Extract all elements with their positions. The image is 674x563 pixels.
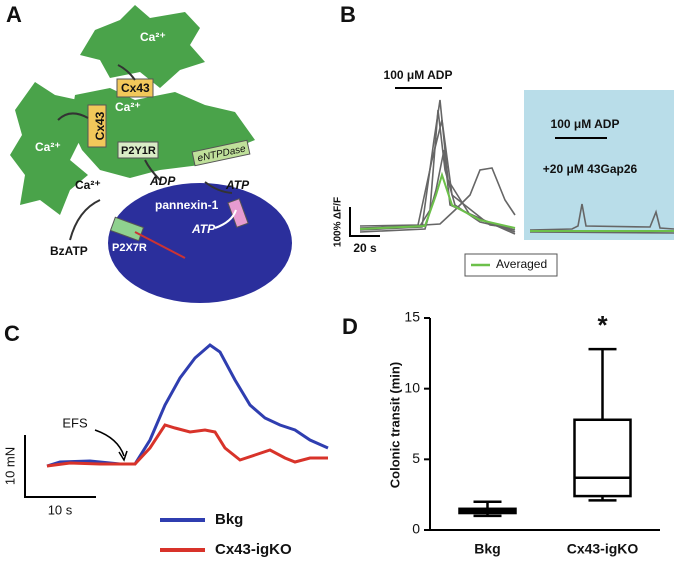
trace: [46, 423, 328, 468]
label: Ca²⁺: [35, 140, 61, 154]
average-trace: [359, 171, 516, 230]
label: Ca²⁺: [115, 100, 141, 114]
annotation: *: [597, 310, 608, 340]
label: Ca²⁺: [75, 178, 101, 192]
label: EFS: [62, 415, 88, 430]
legend-label: Cx43-igKO: [215, 541, 292, 558]
cell: [80, 5, 205, 88]
arrow: [204, 181, 233, 194]
cell: [10, 82, 88, 215]
scale-label: 10 s: [48, 502, 73, 517]
label: ATP: [225, 178, 250, 192]
arrow: [144, 159, 161, 181]
label: P2Y1R: [121, 145, 156, 157]
box: [573, 418, 632, 498]
label: pannexin-1: [155, 198, 219, 212]
arrow: [69, 199, 101, 241]
legend: [464, 253, 558, 277]
trace: [46, 343, 329, 468]
scale-label: 100% ΔF/F: [333, 197, 344, 247]
cleft: [134, 231, 186, 259]
axis-label: Colonic transit (min): [387, 362, 402, 488]
arrow: [214, 209, 237, 229]
label: Ca²⁺: [140, 30, 166, 44]
inset-background: [524, 90, 674, 240]
trace: [529, 203, 674, 231]
label: P2X7R: [112, 242, 147, 254]
legend: Bkg Cx43-igKO: [160, 511, 292, 558]
y-tick-label: 10: [404, 379, 420, 395]
label: 100 μM ADP: [384, 68, 453, 82]
label: ATP: [191, 222, 216, 236]
enzyme: [191, 139, 251, 167]
trace: [359, 99, 516, 233]
legend-label: Averaged: [496, 257, 547, 271]
legend-label: Bkg: [215, 511, 243, 528]
arrow-head: [118, 450, 128, 462]
panel-c: EFS 10 mN 10 s Bkg Cx43-igKO: [2, 343, 329, 558]
panel-label: A: [6, 2, 22, 27]
label: BzATP: [50, 244, 88, 258]
arrow: [57, 112, 89, 121]
label: 100 μM ADP: [551, 117, 620, 131]
panel-b: 100 μM ADP 100% ΔF/F 20 s 100 μM ADP +20…: [333, 68, 674, 277]
trace: [529, 231, 674, 234]
traces: [359, 99, 516, 235]
arrow: [117, 64, 136, 81]
y-tick-label: 15: [404, 309, 420, 325]
x-tick-label: Cx43-igKO: [567, 541, 639, 557]
receptor: [117, 141, 159, 159]
box-chart: Colonic transit (min) 0 5 10 15 Bkg Cx43-igKO…: [387, 309, 660, 557]
nucleus-cell: [108, 183, 292, 303]
panel-label: C: [4, 321, 20, 346]
panel-label: D: [342, 314, 358, 339]
scale-label: 20 s: [353, 241, 377, 255]
panel-label: B: [340, 2, 356, 27]
arrow: [94, 429, 125, 457]
x-tick-label: Bkg: [474, 541, 500, 557]
label: Cx43: [93, 111, 107, 140]
trace: [359, 119, 516, 229]
trace: [359, 109, 516, 231]
pannexin: [227, 198, 249, 228]
channel: [87, 104, 107, 148]
label: Cx43: [121, 81, 150, 95]
label: ADP: [149, 174, 176, 188]
y-tick-label: 0: [412, 521, 420, 537]
diagram: Ca²⁺ Ca²⁺ Ca²⁺ Cx43 Cx43 P2Y1R eNTPDase …: [10, 5, 292, 303]
scale-label: 10 mN: [2, 447, 17, 485]
trace: [359, 167, 516, 230]
y-tick-label: 5: [412, 450, 420, 466]
label: +20 μM 43Gap26: [543, 162, 638, 176]
